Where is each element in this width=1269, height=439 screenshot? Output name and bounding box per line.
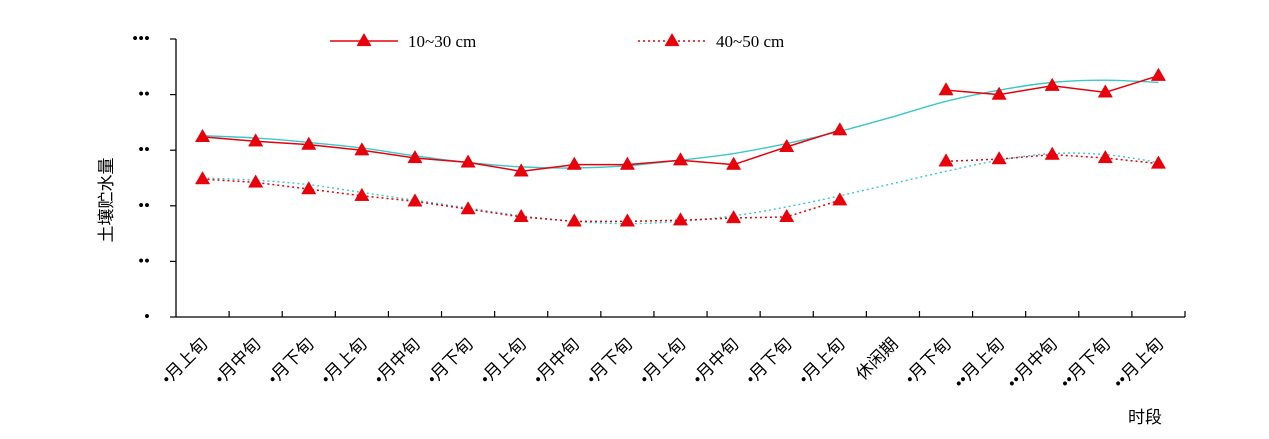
x-tick-label: ••月下旬 bbox=[1056, 334, 1114, 392]
series-2 bbox=[194, 146, 1167, 227]
legend-label: 40~50 cm bbox=[716, 32, 784, 51]
y-tick-label: • bbox=[144, 307, 150, 326]
data-point bbox=[779, 208, 795, 223]
data-point bbox=[832, 192, 848, 206]
trend-lines bbox=[202, 79, 1159, 225]
data-point bbox=[513, 208, 529, 223]
data-point bbox=[991, 86, 1007, 100]
data-point bbox=[460, 201, 476, 215]
x-tick-label: •月上旬 bbox=[317, 334, 371, 388]
data-point bbox=[938, 153, 954, 167]
x-tick-label: 休闲期 bbox=[852, 334, 901, 383]
data-point bbox=[194, 171, 211, 185]
x-tick-label: ••月中旬 bbox=[1003, 334, 1061, 392]
x-tick-label: •月上旬 bbox=[158, 334, 212, 388]
data-point bbox=[1150, 155, 1167, 169]
data-point bbox=[513, 163, 529, 177]
axes: •••••••••••••月上旬 •月中旬 •月下旬 •月上旬 •月中旬 •月下旬 •月上旬… bbox=[132, 29, 1186, 392]
data-point bbox=[672, 152, 689, 166]
legend-marker bbox=[356, 32, 372, 47]
legend-marker bbox=[664, 32, 680, 47]
y-tick-label: •• bbox=[138, 251, 150, 270]
legend-label: 10~30 cm bbox=[408, 32, 476, 51]
data-point bbox=[938, 82, 954, 96]
data-point bbox=[354, 187, 370, 201]
x-axis-label: 时段 bbox=[1128, 408, 1162, 427]
data-point bbox=[194, 128, 211, 142]
legend-entry-2: 40~50 cm bbox=[638, 32, 784, 51]
x-tick-label: •月上旬 bbox=[636, 334, 690, 388]
y-tick-label: •• bbox=[138, 140, 150, 159]
x-tick-label: •月中旬 bbox=[689, 334, 743, 388]
data-point bbox=[619, 213, 635, 227]
data-point bbox=[248, 133, 264, 147]
data-point bbox=[248, 174, 264, 188]
data-point bbox=[726, 210, 742, 224]
x-tick-label: •月中旬 bbox=[370, 334, 424, 388]
data-point bbox=[1097, 149, 1113, 164]
data-point bbox=[566, 156, 582, 170]
x-tick-label: •月下旬 bbox=[583, 334, 637, 388]
legend-entry-1: 10~30 cm bbox=[330, 32, 476, 51]
x-tick-label: ••月上旬 bbox=[950, 334, 1008, 392]
data-point bbox=[407, 149, 423, 164]
data-point bbox=[1150, 67, 1167, 81]
x-tick-label: •月下旬 bbox=[423, 334, 477, 388]
data-point bbox=[726, 156, 742, 170]
legend: 10~30 cm 40~50 cm bbox=[330, 32, 784, 51]
y-tick-label: •• bbox=[138, 85, 150, 104]
data-point bbox=[832, 122, 848, 136]
x-tick-label: •月下旬 bbox=[264, 334, 318, 388]
series-1 bbox=[194, 67, 1167, 177]
x-tick-label: •月上旬 bbox=[795, 334, 849, 388]
data-point bbox=[354, 142, 370, 156]
data-point bbox=[1097, 84, 1113, 98]
data-point bbox=[566, 213, 582, 227]
data-point bbox=[619, 156, 635, 170]
data-point bbox=[301, 136, 317, 150]
data-point bbox=[407, 193, 423, 207]
x-tick-label: •月下旬 bbox=[901, 334, 955, 388]
y-tick-label: ••• bbox=[132, 29, 150, 48]
data-series bbox=[194, 67, 1167, 227]
x-tick-label: •月中旬 bbox=[529, 334, 583, 388]
data-point bbox=[672, 212, 689, 226]
data-point bbox=[991, 151, 1007, 165]
data-point bbox=[779, 138, 795, 152]
y-tick-label: •• bbox=[138, 196, 150, 215]
data-point bbox=[1044, 146, 1060, 160]
x-tick-label: •月下旬 bbox=[742, 334, 796, 388]
y-axis-label: 土壤贮水量 bbox=[96, 158, 116, 243]
x-tick-label: •月上旬 bbox=[476, 334, 530, 388]
x-tick-label: •月中旬 bbox=[211, 334, 265, 388]
data-point bbox=[301, 181, 317, 195]
data-point bbox=[460, 154, 476, 168]
data-point bbox=[1044, 77, 1060, 91]
x-tick-label: ••月上旬 bbox=[1109, 334, 1167, 392]
